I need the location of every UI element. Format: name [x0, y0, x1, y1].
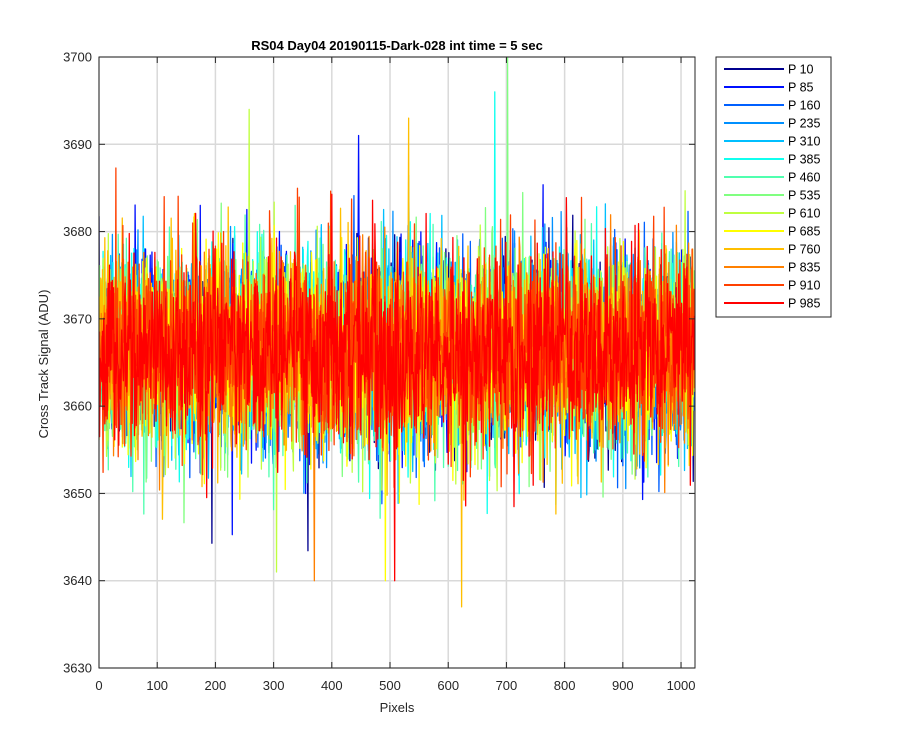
legend-label: P 685 [788, 225, 820, 239]
legend-label: P 310 [788, 135, 820, 149]
axes: 0 100 200 300 400 500 600 700 800 900 1000 3630 3640… [63, 50, 696, 693]
y-tick-label: 3680 [63, 224, 92, 239]
y-tick-label: 3640 [63, 573, 92, 588]
x-axis-label: Pixels [380, 700, 415, 715]
plot-frame [98, 56, 696, 669]
x-tick-label: 100 [146, 678, 168, 693]
legend-label: P 535 [788, 189, 820, 203]
y-tick-label: 3690 [63, 137, 92, 152]
legend-label: P 85 [788, 81, 814, 95]
series-lines [99, 57, 695, 608]
legend-label: P 460 [788, 171, 820, 185]
legend-label: P 985 [788, 297, 820, 311]
x-tick-label: 0 [95, 678, 102, 693]
y-tick-label: 3670 [63, 311, 92, 326]
x-tick-label: 600 [437, 678, 459, 693]
y-tick-label: 3630 [63, 661, 92, 676]
legend-label: P 385 [788, 153, 820, 167]
x-tick-label: 400 [321, 678, 343, 693]
legend-label: P 910 [788, 279, 820, 293]
x-tick-label: 900 [612, 678, 634, 693]
x-tick-label: 200 [205, 678, 227, 693]
legend-box [715, 56, 832, 318]
x-tick-label: 800 [554, 678, 576, 693]
y-tick-label: 3650 [63, 486, 92, 501]
legend-label: P 610 [788, 207, 820, 221]
x-tick-label: 300 [263, 678, 285, 693]
y-axis-label: Cross Track Signal (ADU) [36, 290, 51, 439]
legend-label: P 835 [788, 261, 820, 275]
legend-label: P 160 [788, 99, 820, 113]
x-tick-label: 500 [379, 678, 401, 693]
legend-label: P 760 [788, 243, 820, 257]
legend: P 10 P 85 P 160 P 235 P 310 P 385 P 460 P 535 P … [715, 56, 832, 318]
chart-title: RS04 Day04 20190115-Dark-028 int time = … [251, 38, 543, 53]
y-tick-label: 3660 [63, 399, 92, 414]
x-tick-label: 700 [496, 678, 518, 693]
legend-label: P 10 [788, 63, 814, 77]
y-tick-label: 3700 [63, 50, 92, 65]
series-line-p-985 [99, 193, 695, 582]
x-tick-label: 1000 [667, 678, 696, 693]
legend-label: P 235 [788, 117, 820, 131]
